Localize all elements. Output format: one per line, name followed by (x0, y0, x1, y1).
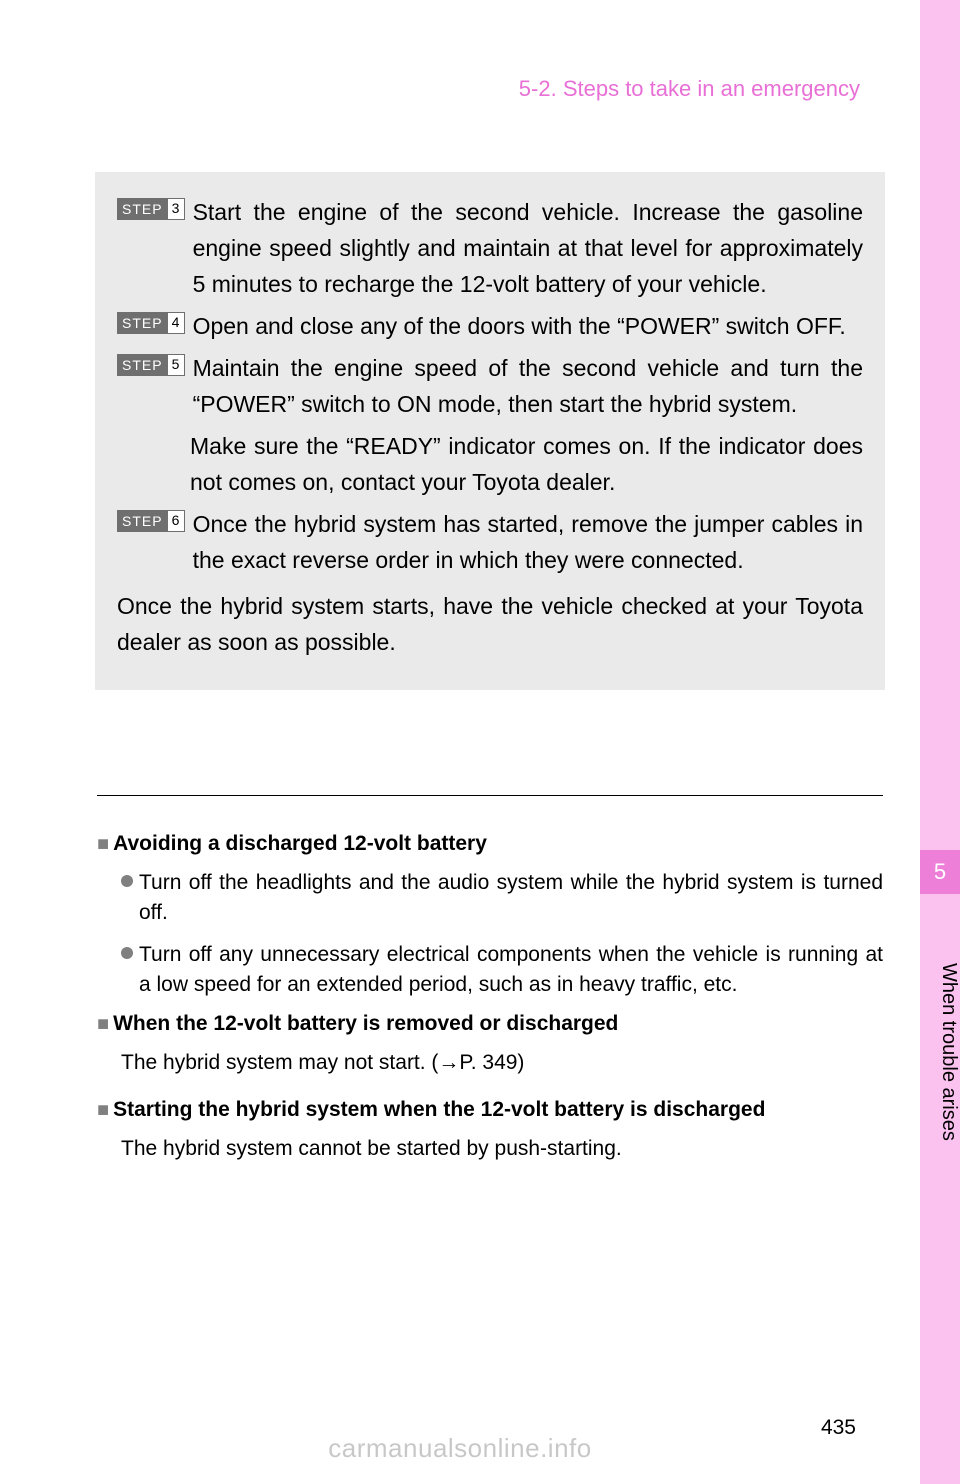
note-heading-text: Avoiding a discharged 12-volt battery (113, 832, 487, 856)
step-label-icon: STEP 4 (117, 312, 185, 334)
note-heading: ■ Starting the hybrid system when the 12… (97, 1098, 883, 1122)
note-heading: ■ When the 12-volt battery is removed or… (97, 1012, 883, 1036)
step-row: STEP 5 Maintain the engine speed of the … (117, 350, 863, 422)
note-heading-text: Starting the hybrid system when the 12-v… (113, 1098, 765, 1122)
note-body: The hybrid system cannot be started by p… (121, 1134, 883, 1164)
round-bullet-icon (121, 947, 133, 959)
step-word: STEP (117, 312, 167, 334)
step-number: 4 (167, 312, 185, 334)
step-word: STEP (117, 510, 167, 532)
bullet-row: Turn off any unnecessary electrical comp… (121, 940, 883, 1000)
square-bullet-icon: ■ (97, 1012, 109, 1036)
step-text: Maintain the engine speed of the second … (193, 350, 863, 422)
square-bullet-icon: ■ (97, 1098, 109, 1122)
bullet-text: Turn off the headlights and the audio sy… (139, 868, 883, 928)
step-label-icon: STEP 3 (117, 198, 185, 220)
step-number: 6 (167, 510, 185, 532)
notes-section: ■ Avoiding a discharged 12-volt battery … (97, 832, 883, 1184)
step-text: Open and close any of the doors with the… (193, 308, 863, 344)
watermark: carmanualsonline.info (328, 1433, 591, 1464)
step-extra-text: Make sure the “READY” indicator comes on… (190, 428, 863, 500)
step-text: Once the hybrid system has started, remo… (193, 506, 863, 578)
steps-greybox: STEP 3 Start the engine of the second ve… (95, 172, 885, 690)
note-heading: ■ Avoiding a discharged 12-volt battery (97, 832, 883, 856)
step-row: STEP 3 Start the engine of the second ve… (117, 194, 863, 302)
step-word: STEP (117, 354, 167, 376)
note-heading-text: When the 12-volt battery is removed or d… (113, 1012, 618, 1036)
bullet-text: Turn off any unnecessary electrical comp… (139, 940, 883, 1000)
step-label-icon: STEP 5 (117, 354, 185, 376)
section-header: 5-2. Steps to take in an emergency (519, 76, 860, 102)
page: 5-2. Steps to take in an emergency STEP … (0, 0, 920, 1484)
step-row: STEP 6 Once the hybrid system has starte… (117, 506, 863, 578)
square-bullet-icon: ■ (97, 832, 109, 856)
step-label-icon: STEP 6 (117, 510, 185, 532)
round-bullet-icon (121, 875, 133, 887)
chapter-number-tab: 5 (920, 850, 960, 894)
note-body: The hybrid system may not start. (→P. 34… (121, 1048, 883, 1078)
step-row: STEP 4 Open and close any of the doors w… (117, 308, 863, 344)
horizontal-divider (97, 795, 883, 796)
after-steps-text: Once the hybrid system starts, have the … (117, 588, 863, 660)
step-number: 5 (167, 354, 185, 376)
page-number: 435 (821, 1416, 856, 1440)
step-text: Start the engine of the second vehicle. … (193, 194, 863, 302)
step-number: 3 (167, 198, 185, 220)
chapter-title-tab: When trouble arises (920, 894, 960, 1194)
step-word: STEP (117, 198, 167, 220)
bullet-row: Turn off the headlights and the audio sy… (121, 868, 883, 928)
